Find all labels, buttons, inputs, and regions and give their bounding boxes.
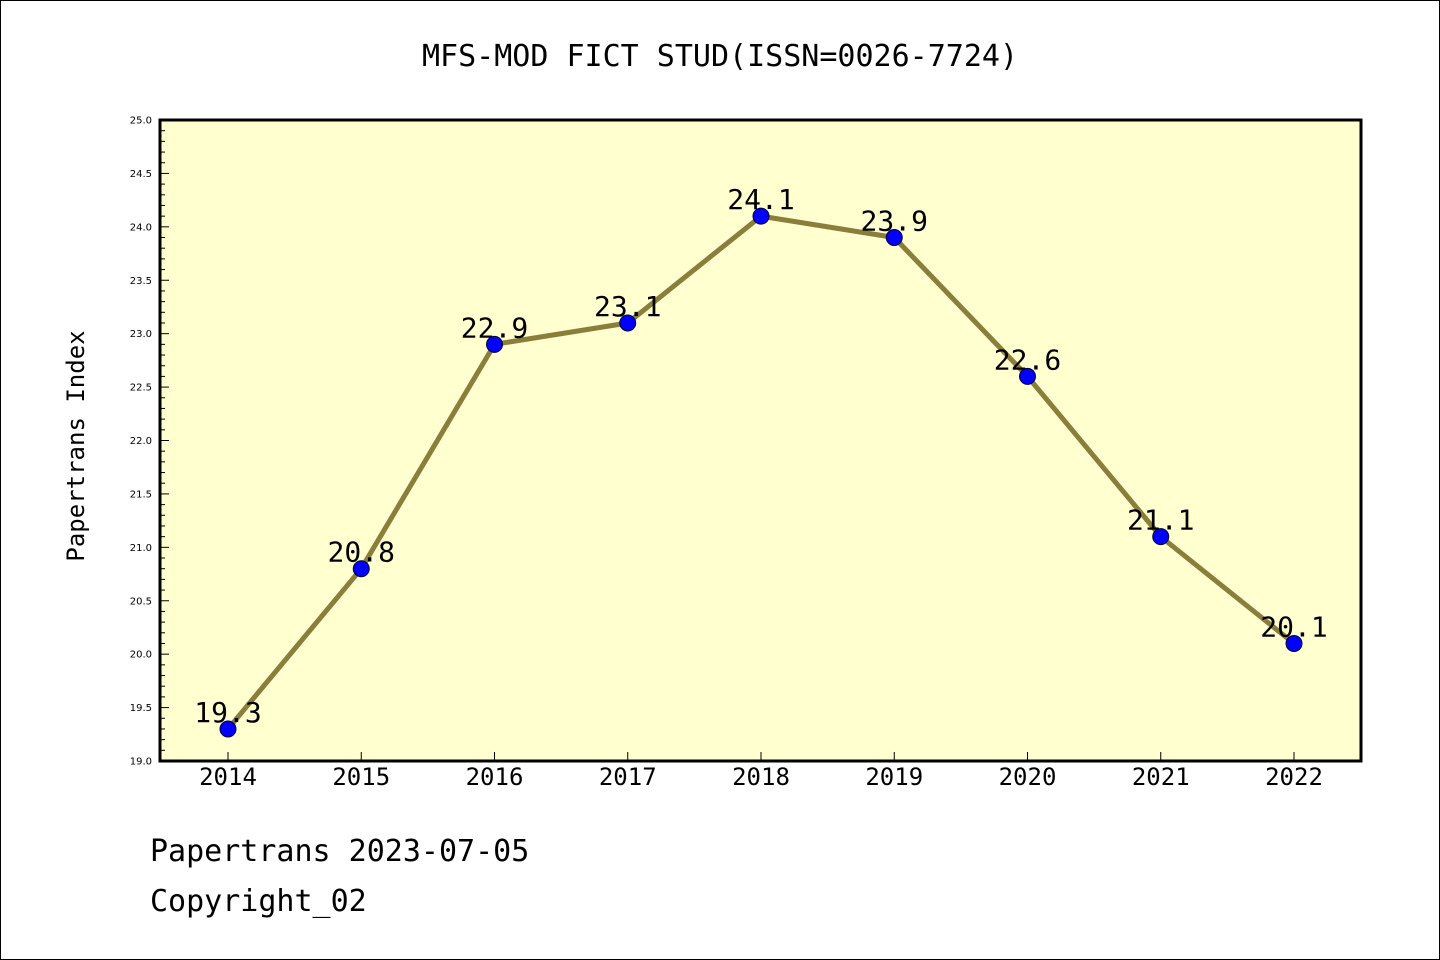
data-point	[1152, 528, 1170, 546]
data-label: 22.9	[461, 311, 528, 344]
y-tick-label: 19.5	[130, 703, 152, 714]
data-label: 24.1	[727, 183, 794, 216]
chart-title: MFS-MOD FICT STUD(ISSN=0026-7724)	[422, 39, 1018, 74]
y-tick-label: 20.0	[130, 650, 152, 661]
data-label: 21.1	[1127, 504, 1194, 537]
data-point	[619, 314, 637, 332]
data-point	[885, 229, 903, 247]
x-tick-label: 2018	[732, 763, 790, 791]
y-tick-label: 23.0	[130, 329, 152, 340]
x-tick-label: 2022	[1265, 763, 1323, 791]
data-label: 23.1	[594, 290, 661, 323]
data-point	[752, 207, 770, 225]
data-label: 20.8	[328, 536, 395, 569]
x-tick-label: 2019	[865, 763, 923, 791]
y-axis-label: Papertrans Index	[62, 330, 90, 561]
y-tick-label: 22.5	[130, 383, 152, 394]
y-tick-label: 21.0	[130, 543, 152, 554]
data-point	[1019, 367, 1036, 385]
y-tick-label: 25.0	[130, 116, 152, 127]
footer-date: Papertrans 2023-07-05	[150, 834, 530, 869]
data-label: 22.6	[994, 343, 1061, 376]
y-tick-label: 20.5	[130, 596, 152, 607]
data-point	[1285, 634, 1303, 652]
data-label: 19.3	[194, 696, 261, 729]
x-tick-label: 2020	[999, 763, 1057, 791]
y-tick-label: 22.0	[130, 436, 152, 447]
x-tick-label: 2015	[332, 763, 390, 791]
x-tick-label: 2014	[199, 763, 257, 791]
x-tick-label: 2016	[466, 763, 524, 791]
x-tick-label: 2021	[1132, 763, 1190, 791]
y-tick-label: 21.5	[130, 489, 152, 500]
y-tick-label: 24.0	[130, 222, 152, 233]
data-point	[352, 560, 370, 578]
footer-copyright: Copyright_02	[150, 884, 367, 919]
data-labels: 19.3 20.8 22.9 23.1 24.1 23.9 22.6 21.1 20.1	[194, 183, 1327, 729]
data-point	[219, 720, 237, 738]
x-tick-label: 2017	[599, 763, 657, 791]
y-tick-label: 24.5	[130, 169, 152, 180]
data-label: 20.1	[1260, 610, 1327, 643]
plot-border	[158, 118, 1363, 763]
y-tick-label: 19.0	[130, 757, 152, 768]
data-point	[486, 335, 503, 353]
x-axis: 2014 2015 2016 2017 2018 2019 2020 2021 2022	[199, 752, 1323, 791]
y-tick-label: 23.5	[130, 276, 152, 287]
plot-area	[160, 120, 1361, 761]
data-label: 23.9	[861, 205, 928, 238]
data-points	[219, 207, 1303, 738]
